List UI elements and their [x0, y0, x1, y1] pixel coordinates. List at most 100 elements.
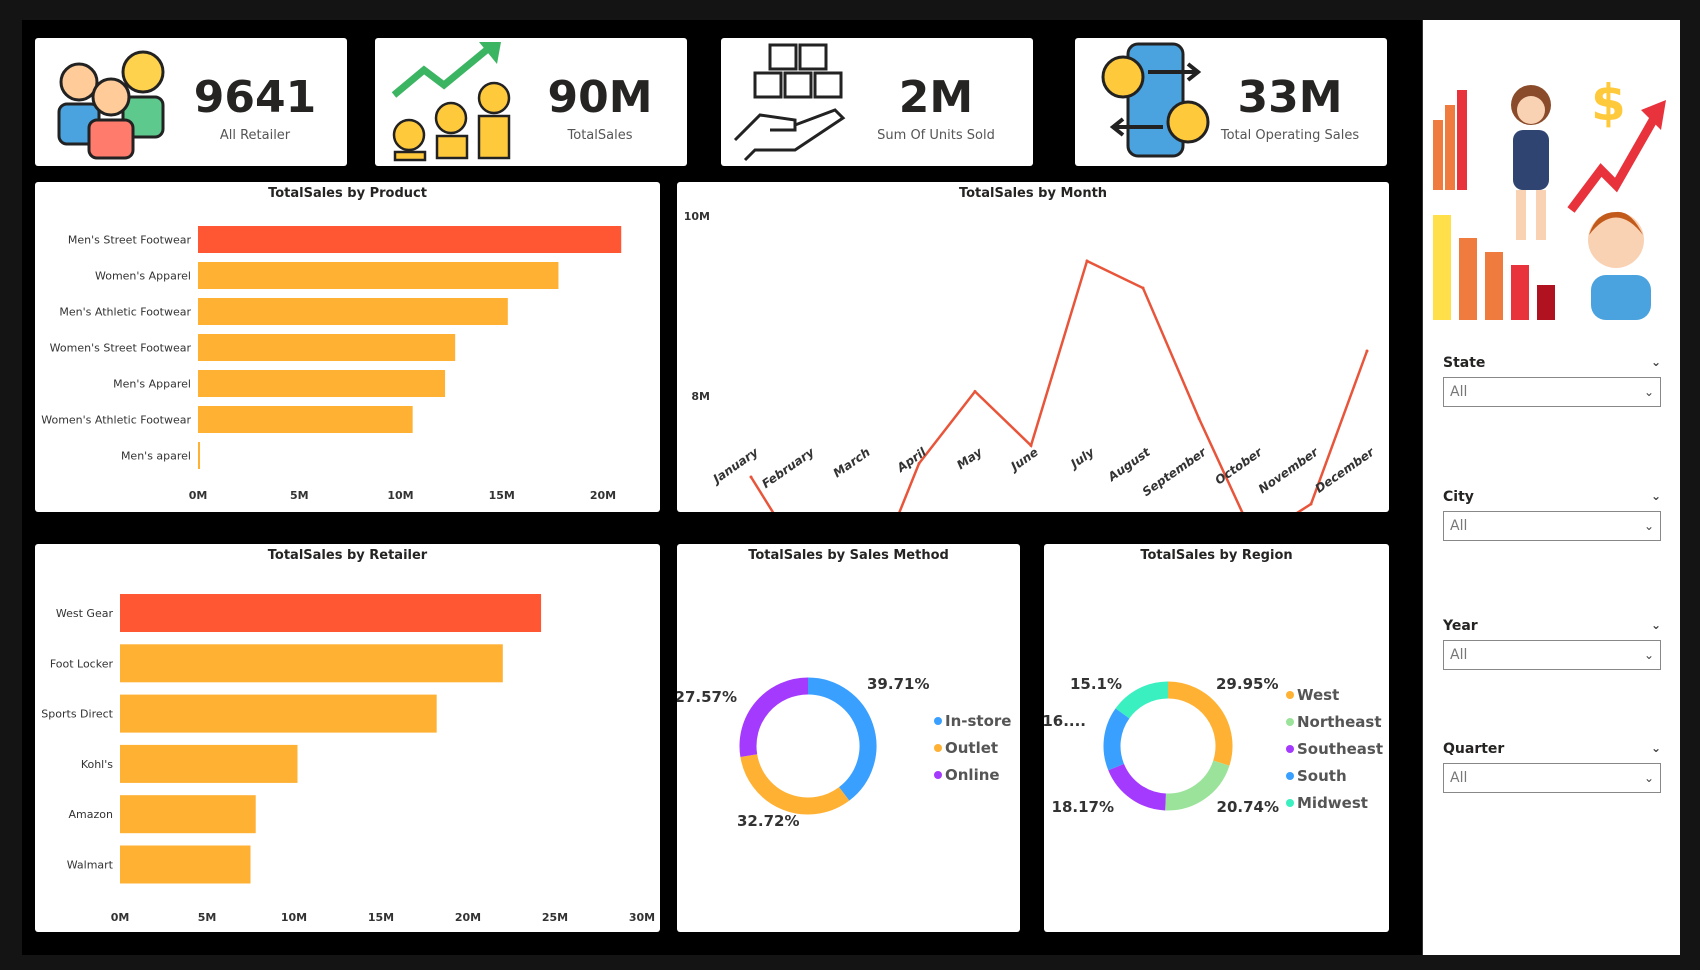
- category-label: Women's Athletic Footwear: [41, 414, 191, 427]
- people-icon: [57, 50, 165, 160]
- month-label: May: [954, 444, 986, 472]
- legend-dot: [934, 744, 942, 752]
- chart-title: TotalSales by Product: [268, 186, 427, 201]
- donut-slice: [740, 753, 850, 815]
- sales-decline-illustration: $: [1433, 74, 1666, 320]
- slicer-value: All: [1450, 647, 1468, 663]
- legend-dot: [1286, 745, 1294, 753]
- bar: [198, 406, 413, 433]
- chart-sales-by-region[interactable]: TotalSales by Region 29.95% West 20.74% Nor…: [1044, 544, 1389, 932]
- slicer-dropdown[interactable]: All ⌄: [1443, 640, 1661, 670]
- x-tick-label: 5M: [290, 489, 309, 502]
- chart-sales-by-product[interactable]: TotalSales by Product Men's Street Footw…: [35, 182, 660, 512]
- slice-label: 29.95%: [1216, 675, 1278, 693]
- legend-dot: [934, 717, 942, 725]
- svg-text:$: $: [1591, 74, 1626, 132]
- bar: [198, 262, 559, 289]
- slicer-value: All: [1450, 384, 1468, 400]
- chart-sales-by-month[interactable]: TotalSales by Month 6M8M10MJanuaryFebrua…: [677, 182, 1389, 512]
- month-label: February: [759, 444, 817, 491]
- bar: [198, 334, 456, 361]
- kpi-value: 33M: [1237, 72, 1343, 123]
- collapse-chevron-icon[interactable]: ⌄: [1650, 489, 1661, 503]
- month-label: September: [1140, 444, 1210, 499]
- kpi-card-retailer[interactable]: 9641 All Retailer: [35, 38, 347, 166]
- x-tick-label: 25M: [542, 911, 568, 924]
- category-label: Women's Street Footwear: [50, 342, 192, 355]
- data-point: [749, 475, 753, 479]
- kpi-card-operating[interactable]: 33M Total Operating Sales: [1075, 38, 1387, 166]
- x-tick-label: 30M: [629, 911, 655, 924]
- chart-sales-by-retailer[interactable]: TotalSales by Retailer West Gear Foot Loc…: [35, 544, 660, 932]
- y-tick-label: 10M: [684, 210, 710, 223]
- month-label: March: [831, 445, 873, 480]
- slice-label: 32.72%: [737, 812, 799, 830]
- bar: [198, 370, 446, 397]
- legend-label: Midwest: [1297, 794, 1368, 812]
- x-tick-label: 5M: [198, 911, 217, 924]
- legend-label: Southeast: [1297, 740, 1383, 758]
- legend-label: Online: [945, 766, 1000, 784]
- slicer-dropdown[interactable]: All ⌄: [1443, 763, 1661, 793]
- month-label: July: [1067, 444, 1098, 472]
- kpi-label: TotalSales: [567, 128, 633, 143]
- slice-label: 39.71%: [867, 675, 929, 693]
- bar: [120, 594, 542, 632]
- kpi-card-totalsales[interactable]: 90M TotalSales: [375, 38, 687, 166]
- x-tick-label: 15M: [489, 489, 515, 502]
- bar: [198, 298, 508, 325]
- category-label: Walmart: [67, 859, 114, 872]
- slicer-title: City: [1443, 489, 1474, 505]
- y-tick-label: 8M: [691, 390, 710, 403]
- legend-dot: [1286, 799, 1294, 807]
- legend-dot: [1286, 691, 1294, 699]
- chart-sales-by-method[interactable]: TotalSales by Sales Method 39.71% In-stor…: [677, 544, 1020, 932]
- money-growth-icon: [391, 42, 511, 162]
- chevron-down-icon: ⌄: [1643, 648, 1654, 662]
- kpi-label: All Retailer: [219, 128, 291, 143]
- month-label: August: [1105, 444, 1154, 484]
- slicer-dropdown[interactable]: All ⌄: [1443, 511, 1661, 541]
- slicer-title: Year: [1443, 618, 1478, 634]
- legend-dot: [1286, 772, 1294, 780]
- category-label: Foot Locker: [50, 657, 114, 670]
- data-point: [1197, 417, 1201, 420]
- x-tick-label: 20M: [455, 911, 481, 924]
- legend-label: Northeast: [1297, 713, 1382, 731]
- donut-slice: [1115, 681, 1169, 719]
- bar: [120, 744, 298, 783]
- x-tick-label: 0M: [189, 489, 208, 502]
- slice-label: 20.74%: [1217, 798, 1279, 816]
- kpi-value: 2M: [898, 72, 974, 123]
- slicer-year: Year ⌄ All ⌄: [1443, 618, 1661, 670]
- slicer-dropdown[interactable]: All ⌄: [1443, 377, 1661, 407]
- category-label: West Gear: [56, 607, 114, 620]
- bar: [120, 694, 437, 733]
- kpi-card-units[interactable]: 2M Sum Of Units Sold: [721, 38, 1033, 166]
- bar: [198, 226, 622, 253]
- collapse-chevron-icon[interactable]: ⌄: [1650, 355, 1661, 369]
- slicer-title: Quarter: [1443, 741, 1505, 757]
- category-label: Men's Street Footwear: [68, 234, 192, 247]
- filter-sidebar: $ State ⌄ All ⌄ City ⌄ All ⌄ Year ⌄ All ⌄ Quarter…: [1422, 20, 1680, 955]
- legend-label: South: [1297, 767, 1347, 785]
- month-label: November: [1256, 444, 1322, 496]
- kpi-value: 9641: [193, 72, 317, 123]
- chart-title: TotalSales by Month: [958, 186, 1108, 201]
- legend-label: In-store: [945, 712, 1011, 730]
- slice-label: 18.17%: [1052, 798, 1114, 816]
- bar: [120, 845, 251, 884]
- slicer-state: State ⌄ All ⌄: [1443, 355, 1661, 407]
- category-label: Kohl's: [81, 758, 113, 771]
- category-label: Amazon: [69, 808, 113, 821]
- x-tick-label: 10M: [387, 489, 413, 502]
- chevron-down-icon: ⌄: [1643, 385, 1654, 399]
- donut-slice: [739, 677, 809, 758]
- category-label: Women's Apparel: [95, 270, 191, 283]
- chart-title: TotalSales by Retailer: [267, 548, 428, 563]
- collapse-chevron-icon[interactable]: ⌄: [1650, 741, 1661, 755]
- category-label: Sports Direct: [41, 708, 113, 721]
- kpi-label: Total Operating Sales: [1220, 128, 1360, 143]
- collapse-chevron-icon[interactable]: ⌄: [1650, 618, 1661, 632]
- data-point: [1029, 444, 1033, 447]
